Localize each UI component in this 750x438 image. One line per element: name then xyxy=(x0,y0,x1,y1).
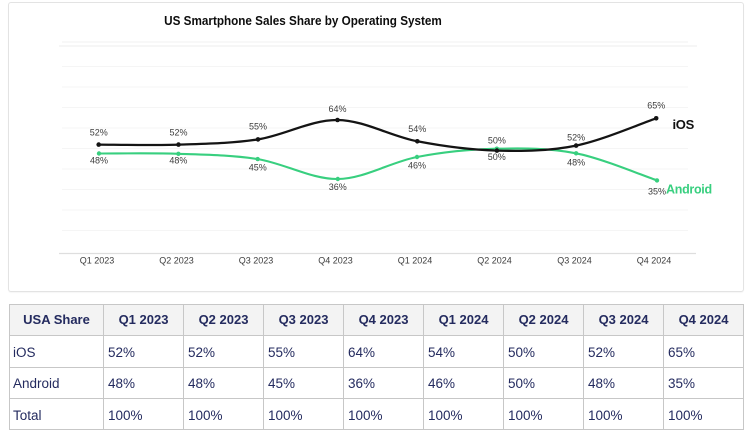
svg-text:48%: 48% xyxy=(169,156,187,166)
svg-text:35%: 35% xyxy=(648,187,666,197)
svg-text:50%: 50% xyxy=(488,152,506,162)
svg-text:36%: 36% xyxy=(329,182,347,192)
svg-text:55%: 55% xyxy=(249,122,267,132)
svg-text:46%: 46% xyxy=(408,160,426,170)
svg-text:52%: 52% xyxy=(90,127,108,137)
svg-text:Q1 2023: Q1 2023 xyxy=(80,256,115,266)
svg-text:45%: 45% xyxy=(249,163,267,173)
svg-text:Q2 2023: Q2 2023 xyxy=(159,256,194,266)
svg-text:Q4 2024: Q4 2024 xyxy=(637,256,672,266)
svg-text:52%: 52% xyxy=(169,127,187,137)
svg-text:52%: 52% xyxy=(567,132,585,142)
svg-text:48%: 48% xyxy=(90,156,108,166)
svg-text:Q2 2024: Q2 2024 xyxy=(477,256,512,266)
svg-text:50%: 50% xyxy=(488,136,506,146)
svg-text:Q3 2023: Q3 2023 xyxy=(239,256,274,266)
svg-text:64%: 64% xyxy=(328,104,346,114)
svg-text:54%: 54% xyxy=(408,124,426,134)
svg-text:Q4 2023: Q4 2023 xyxy=(318,256,353,266)
svg-text:Q3 2024: Q3 2024 xyxy=(557,256,592,266)
svg-text:Q1 2024: Q1 2024 xyxy=(398,256,433,266)
svg-text:iOS: iOS xyxy=(673,117,695,132)
svg-text:65%: 65% xyxy=(647,101,665,111)
svg-text:Android: Android xyxy=(666,183,712,197)
svg-text:48%: 48% xyxy=(567,158,585,168)
